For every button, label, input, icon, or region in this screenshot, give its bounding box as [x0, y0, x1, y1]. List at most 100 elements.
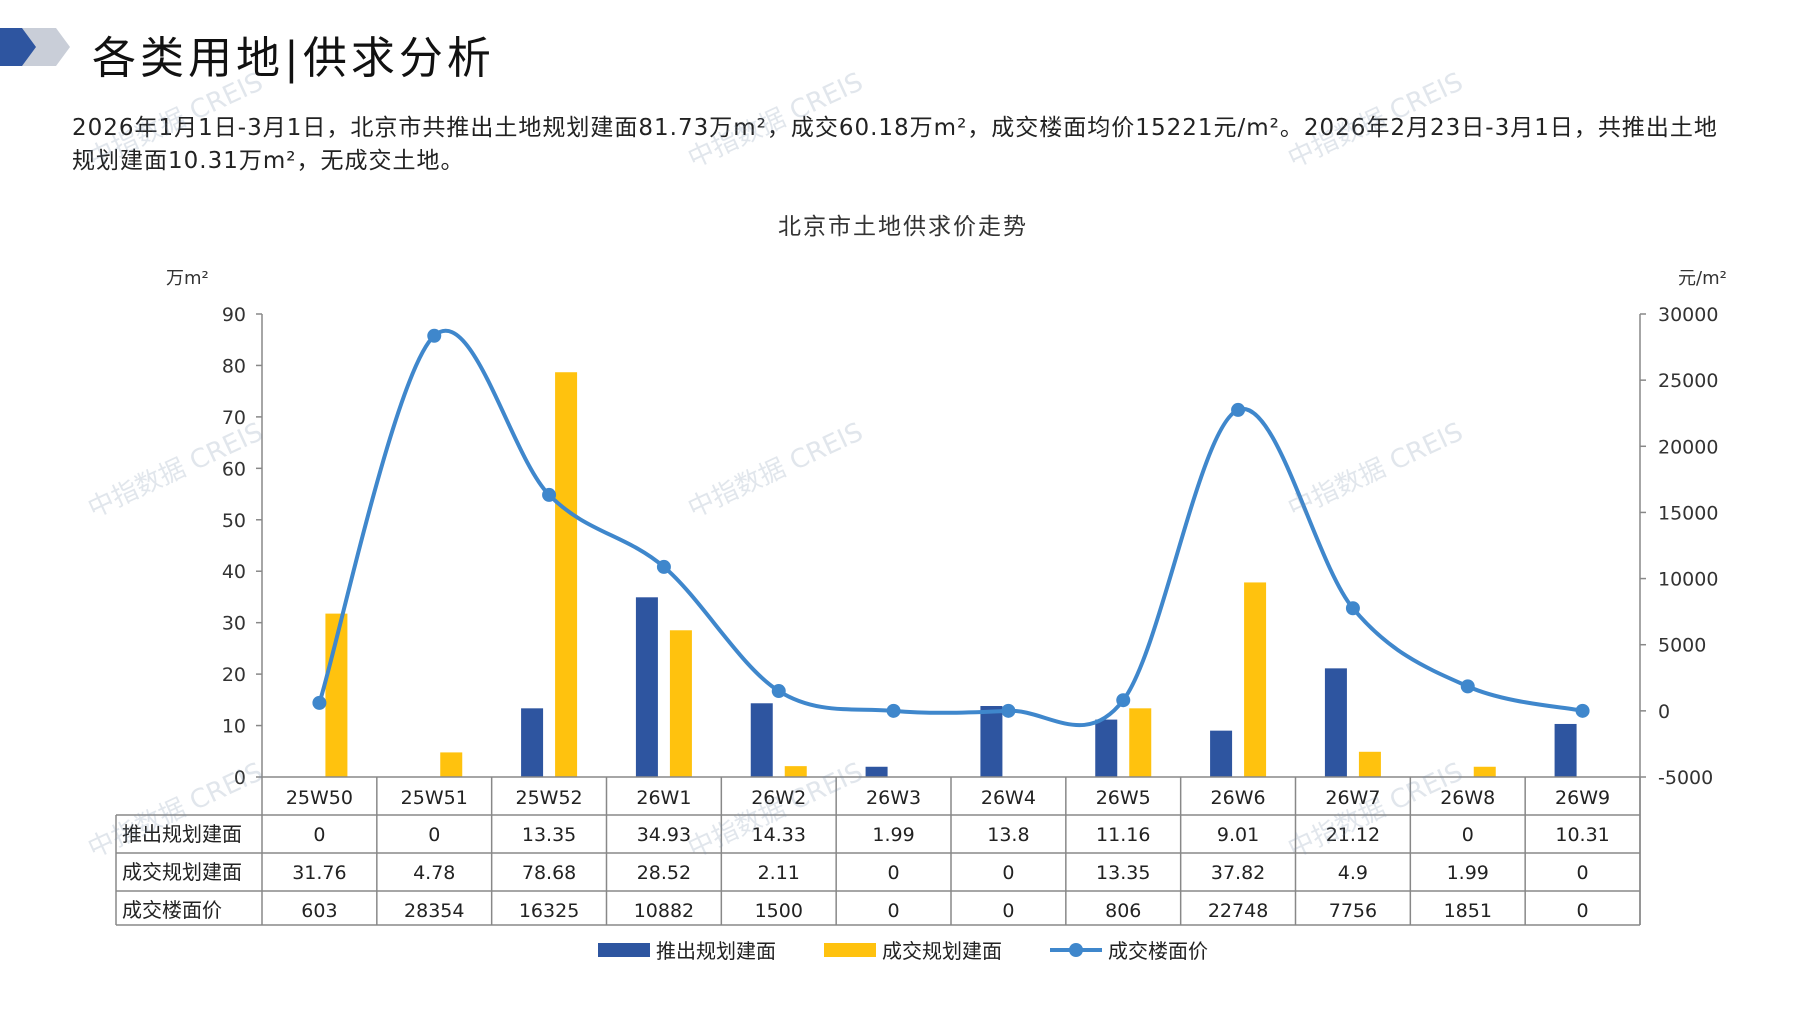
bar-deal — [1129, 708, 1152, 777]
legend-label: 成交楼面价 — [1108, 939, 1208, 963]
price-point — [886, 703, 901, 718]
table-cell: 34.93 — [637, 824, 691, 846]
legend-marker — [1069, 943, 1083, 957]
price-line — [317, 328, 1583, 728]
category-label: 26W2 — [751, 787, 806, 809]
price-point — [542, 487, 557, 502]
right-tick-label: 10000 — [1658, 569, 1718, 591]
left-tick-label: 0 — [234, 767, 246, 789]
price-point — [1345, 601, 1360, 616]
table-cell: 37.82 — [1211, 862, 1265, 884]
price-point — [1231, 402, 1246, 417]
table-cell: 0 — [1002, 862, 1014, 884]
left-tick-label: 30 — [222, 613, 246, 635]
left-tick-label: 70 — [222, 407, 246, 429]
table-cell: 0 — [1577, 862, 1589, 884]
table-cell: 0 — [888, 862, 900, 884]
table-cell: 2.11 — [758, 862, 800, 884]
left-axis-unit: 万m² — [166, 268, 209, 289]
table-cell: 4.78 — [413, 862, 455, 884]
table-cell: 28.52 — [637, 862, 691, 884]
right-tick-label: -5000 — [1658, 767, 1713, 789]
category-label: 25W52 — [516, 787, 583, 809]
price-point — [427, 328, 442, 343]
category-label: 26W7 — [1325, 787, 1380, 809]
price-point — [771, 684, 786, 699]
table-cell: 10882 — [634, 900, 694, 922]
table-cell: 22748 — [1208, 900, 1268, 922]
right-tick-label: 0 — [1658, 701, 1670, 723]
table-cell: 1851 — [1444, 900, 1492, 922]
table-cell: 13.35 — [522, 824, 576, 846]
table-cell: 13.8 — [987, 824, 1029, 846]
right-tick-label: 20000 — [1658, 436, 1718, 458]
table-cell: 31.76 — [292, 862, 346, 884]
bar-supply — [1095, 719, 1118, 777]
summary-text: 2026年1月1日-3月1日，北京市共推出土地规划建面81.73万m²，成交60… — [72, 115, 1718, 174]
table-cell: 4.9 — [1338, 862, 1368, 884]
price-point — [656, 559, 671, 574]
category-label: 26W3 — [866, 787, 921, 809]
page-title: 各类用地|供求分析 — [92, 33, 495, 84]
right-tick-label: 15000 — [1658, 502, 1718, 524]
legend-swatch — [598, 943, 650, 957]
table-cell: 10.31 — [1555, 824, 1609, 846]
price-point — [1116, 693, 1131, 708]
legend-swatch — [824, 943, 876, 957]
row-header: 成交规划建面 — [122, 860, 242, 884]
right-axis-unit: 元/m² — [1678, 268, 1727, 289]
right-tick-label: 30000 — [1658, 304, 1718, 326]
bar-supply — [521, 708, 544, 777]
price-point — [312, 695, 327, 710]
chart-title: 北京市土地供求价走势 — [778, 214, 1028, 240]
right-tick-label: 25000 — [1658, 370, 1718, 392]
table-cell: 806 — [1105, 900, 1141, 922]
table-cell: 13.35 — [1096, 862, 1150, 884]
bar-deal — [1473, 766, 1496, 777]
bar-supply — [1324, 668, 1347, 777]
table-cell: 0 — [1577, 900, 1589, 922]
bar-supply — [980, 706, 1003, 777]
table-cell: 9.01 — [1217, 824, 1259, 846]
table-cell: 603 — [301, 900, 337, 922]
left-tick-label: 20 — [222, 664, 246, 686]
table-cell: 7756 — [1329, 900, 1377, 922]
row-header: 推出规划建面 — [122, 822, 242, 846]
category-label: 26W9 — [1555, 787, 1610, 809]
table-cell: 1.99 — [1447, 862, 1489, 884]
bar-supply — [1210, 730, 1233, 777]
left-tick-label: 50 — [222, 510, 246, 532]
right-tick-label: 5000 — [1658, 635, 1706, 657]
table-cell: 28354 — [404, 900, 464, 922]
left-tick-label: 90 — [222, 304, 246, 326]
table-cell: 0 — [1462, 824, 1474, 846]
table-cell: 1.99 — [872, 824, 914, 846]
price-point — [1001, 703, 1016, 718]
table-cell: 0 — [313, 824, 325, 846]
category-label: 26W5 — [1096, 787, 1151, 809]
bar-deal — [440, 752, 463, 777]
bar-deal — [555, 372, 578, 777]
table-cell: 0 — [428, 824, 440, 846]
row-header: 成交楼面价 — [122, 898, 222, 922]
category-label: 25W50 — [286, 787, 353, 809]
table-cell: 1500 — [755, 900, 803, 922]
price-point — [1460, 679, 1475, 694]
table-cell: 21.12 — [1326, 824, 1380, 846]
left-tick-label: 80 — [222, 355, 246, 377]
left-tick-label: 60 — [222, 458, 246, 480]
price-point — [1575, 703, 1590, 718]
legend-label: 推出规划建面 — [656, 939, 776, 963]
brand-logo — [0, 28, 70, 66]
table-cell: 0 — [888, 900, 900, 922]
bar-supply — [1554, 723, 1577, 777]
category-label: 26W1 — [636, 787, 691, 809]
bar-deal — [669, 630, 692, 777]
table-cell: 11.16 — [1096, 824, 1150, 846]
table-cell: 78.68 — [522, 862, 576, 884]
bar-deal — [1244, 582, 1267, 777]
left-tick-label: 10 — [222, 716, 246, 738]
table-cell: 16325 — [519, 900, 579, 922]
left-tick-label: 40 — [222, 561, 246, 583]
